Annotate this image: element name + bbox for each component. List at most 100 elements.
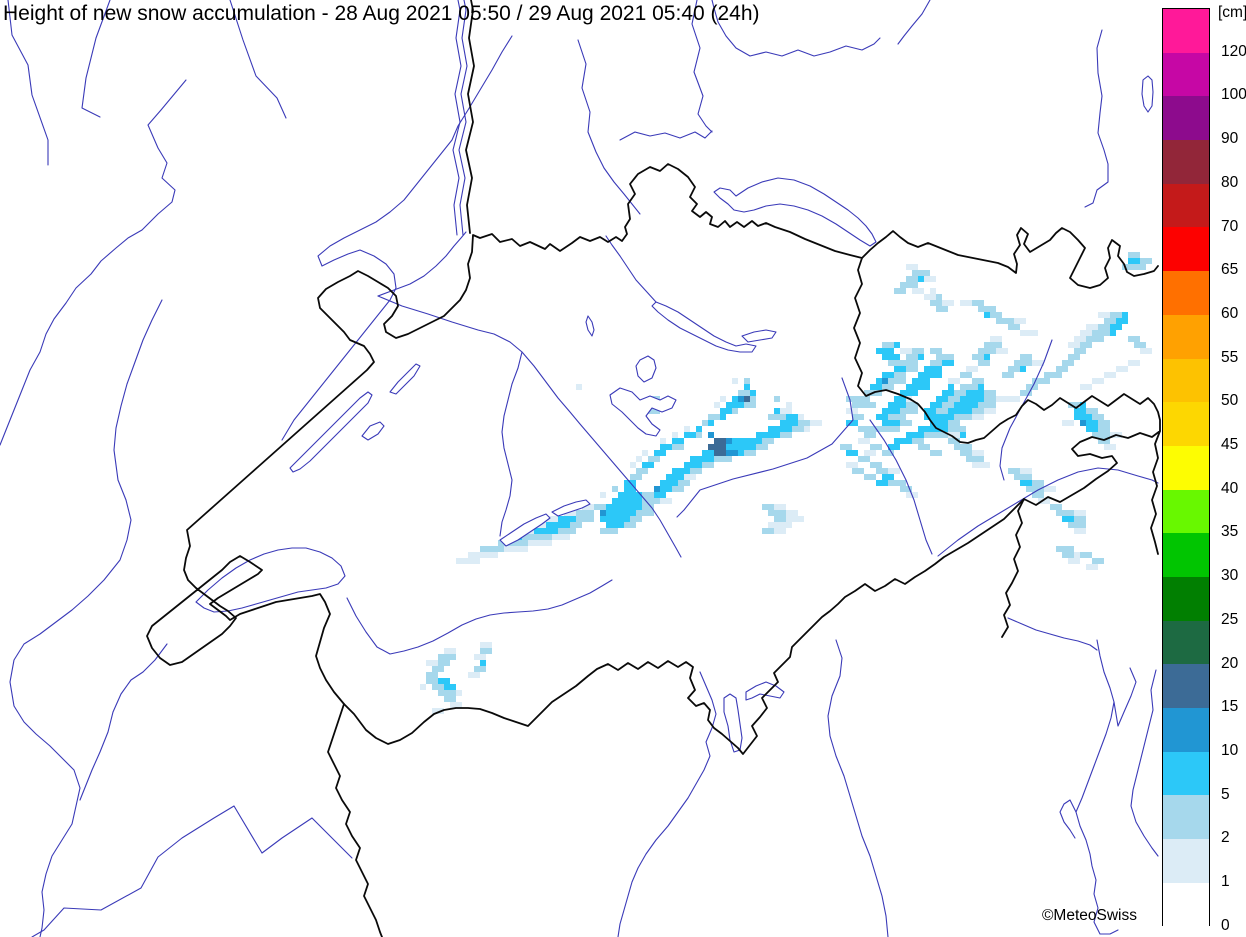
river-line <box>711 0 881 57</box>
snow-cell <box>948 384 954 390</box>
snow-cell <box>1062 516 1074 522</box>
snow-cell <box>1086 420 1098 426</box>
snow-cell <box>924 366 942 372</box>
snow-cell <box>684 462 702 468</box>
snow-cell <box>696 426 702 432</box>
lake-outline <box>499 513 551 547</box>
snow-cell <box>906 264 918 270</box>
snow-cell <box>660 498 672 504</box>
snow-cell <box>1032 492 1044 498</box>
snow-cell <box>672 444 684 450</box>
snow-cell <box>1098 420 1110 426</box>
snow-cell <box>954 444 972 450</box>
snow-cell <box>564 510 576 516</box>
snow-cell <box>630 474 642 480</box>
snow-cell <box>1074 510 1086 516</box>
colorbar-label: 0 <box>1221 916 1230 934</box>
snow-cell <box>966 366 978 372</box>
colorbar-block <box>1163 882 1209 927</box>
snow-cell <box>1020 330 1038 336</box>
snow-cell <box>930 348 942 354</box>
snow-cell <box>576 510 594 516</box>
snow-cell <box>690 468 702 474</box>
snow-cell <box>978 348 996 354</box>
lake-outline <box>289 391 373 473</box>
snow-cell <box>774 408 780 414</box>
snow-cell <box>1008 468 1020 474</box>
colorbar-label: 60 <box>1221 304 1239 322</box>
snow-cell <box>972 300 984 306</box>
snow-cell <box>900 390 918 396</box>
snow-cell <box>906 432 924 438</box>
snow-cell <box>732 378 738 384</box>
lake-outline <box>651 301 757 353</box>
snow-cell <box>426 660 438 666</box>
colorbar-block <box>1163 52 1209 97</box>
snow-cell <box>984 390 996 396</box>
snow-cell <box>918 276 924 282</box>
snow-cell <box>600 492 606 498</box>
snow-cell <box>1128 258 1140 264</box>
river-line <box>897 0 931 45</box>
snow-cell <box>930 288 936 294</box>
snow-cell <box>948 438 960 444</box>
snow-cell <box>840 444 852 450</box>
snow-cell <box>786 516 804 522</box>
snow-cell <box>750 390 756 396</box>
snow-cell <box>1128 336 1140 342</box>
river-line <box>937 467 1159 557</box>
snow-cell <box>804 426 810 432</box>
snow-cell <box>480 660 486 666</box>
snow-cell <box>912 438 924 444</box>
river-line <box>1130 669 1159 857</box>
snow-cell <box>768 522 792 528</box>
snow-cell <box>1092 432 1110 438</box>
colorbar-block <box>1163 140 1209 184</box>
snow-cell <box>1044 486 1056 492</box>
snow-cell <box>660 444 672 450</box>
colorbar-label: 80 <box>1221 173 1239 191</box>
snow-cell <box>906 276 918 282</box>
snow-cell <box>444 648 456 654</box>
snow-cell <box>1062 360 1074 366</box>
snow-cell <box>936 414 954 420</box>
snow-cell <box>930 402 942 408</box>
snow-cell <box>930 450 942 456</box>
colorbar-block <box>1163 839 1209 883</box>
snow-cell <box>522 534 552 540</box>
snow-cell <box>732 408 738 414</box>
snow-cell <box>528 540 552 546</box>
colorbar-block <box>1163 227 1209 272</box>
snow-cell <box>972 378 984 384</box>
snow-cell <box>948 408 972 414</box>
river-line <box>7 0 49 166</box>
snow-cell <box>906 402 918 408</box>
snow-cell <box>900 282 918 288</box>
snow-cell <box>876 348 894 354</box>
snow-cell <box>696 432 702 438</box>
snow-cell <box>882 420 900 426</box>
snow-cell <box>672 486 684 492</box>
snow-cell <box>594 504 606 510</box>
snow-cell <box>882 372 894 378</box>
snow-cell <box>438 690 456 696</box>
snow-cell <box>786 510 798 516</box>
colorbar-label: 35 <box>1221 523 1239 541</box>
snow-cell <box>924 432 942 438</box>
snow-cell <box>774 516 786 522</box>
snow-cell <box>438 678 450 684</box>
snow-cell <box>1044 372 1062 378</box>
snow-cell <box>948 420 960 426</box>
snow-cell <box>1098 426 1110 432</box>
snow-cell <box>624 486 636 492</box>
snow-cell <box>1056 366 1068 372</box>
snow-cell <box>762 504 774 510</box>
snow-cell <box>954 390 966 396</box>
colorbar-label: 30 <box>1221 567 1239 585</box>
snow-cell <box>1116 366 1128 372</box>
snow-cell <box>684 426 690 432</box>
snow-cell <box>960 384 978 390</box>
snow-cell <box>1086 426 1098 432</box>
snow-cell <box>1104 372 1116 378</box>
snow-cell <box>570 522 582 528</box>
